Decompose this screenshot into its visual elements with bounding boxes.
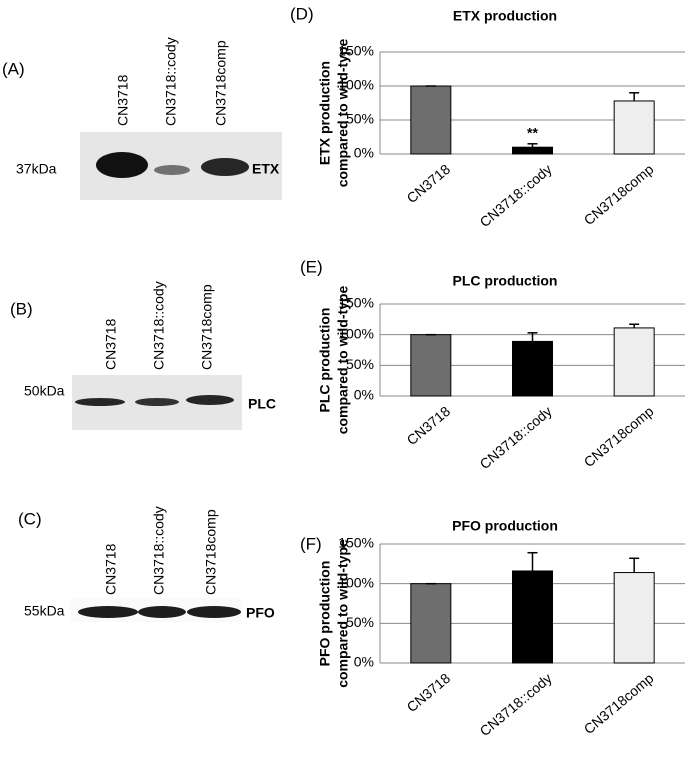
y-axis-label: PFO production: [317, 561, 333, 667]
y-tick-label: 150%: [338, 535, 374, 551]
panel-label: (E): [300, 257, 323, 276]
marker-label: 37kDa: [16, 161, 57, 177]
marker-label: 55kDa: [24, 603, 65, 619]
lane-label: CN3718::cody: [151, 281, 167, 370]
panel-label: (C): [18, 509, 42, 528]
blot-band: [201, 158, 249, 176]
chart-title: ETX production: [453, 8, 557, 24]
blot-band: [135, 398, 179, 406]
x-tick-label: CN3718::cody: [477, 403, 555, 472]
significance: **: [527, 125, 538, 141]
bar: [512, 146, 553, 155]
blot-band: [96, 152, 148, 178]
protein-label: ETX: [252, 161, 280, 177]
blot-band: [78, 606, 138, 618]
blot-band: [75, 398, 125, 406]
y-tick-label: 150%: [338, 295, 374, 311]
bar: [410, 85, 452, 155]
x-tick-label: CN3718: [404, 403, 454, 448]
x-tick-label: CN3718::cody: [477, 161, 555, 230]
bar: [613, 327, 655, 397]
y-tick-label: 50%: [346, 111, 374, 127]
marker-label: 50kDa: [24, 383, 65, 399]
y-axis-label: compared to wild-type: [335, 39, 351, 188]
y-tick-label: 150%: [338, 43, 374, 59]
lane-label: CN3718: [103, 318, 119, 370]
x-tick-label: CN3718: [404, 161, 454, 206]
protein-label: PFO: [246, 605, 275, 621]
panel-label: (A): [2, 59, 25, 78]
lane-label: CN3718comp: [213, 40, 229, 126]
bar: [613, 100, 655, 155]
y-axis-label: compared to wild-type: [335, 539, 351, 688]
y-tick-label: 0%: [354, 387, 374, 403]
y-axis-label: ETX production: [317, 61, 333, 165]
y-tick-label: 100%: [338, 77, 374, 93]
chart-title: PLC production: [453, 273, 558, 289]
x-tick-label: CN3718: [404, 670, 454, 715]
bar: [512, 340, 553, 397]
lane-label: CN3718comp: [203, 509, 219, 595]
blot-band: [186, 395, 234, 405]
y-axis-label: PLC production: [317, 308, 333, 413]
chart-title: PFO production: [452, 518, 558, 534]
lane-label: CN3718::cody: [151, 506, 167, 595]
x-tick-label: CN3718comp: [581, 161, 657, 228]
lane-label: CN3718: [115, 74, 131, 126]
panel-label: (D): [290, 4, 314, 23]
y-tick-label: 100%: [338, 574, 374, 590]
bar: [613, 572, 655, 664]
blot-band: [154, 165, 190, 175]
y-tick-label: 50%: [346, 356, 374, 372]
y-tick-label: 0%: [354, 654, 374, 670]
lane-label: CN3718: [103, 543, 119, 595]
panel-label: (B): [10, 299, 33, 318]
bar: [410, 583, 452, 664]
x-tick-label: CN3718::cody: [477, 670, 555, 739]
y-axis-label: compared to wild-type: [335, 286, 351, 435]
y-tick-label: 50%: [346, 614, 374, 630]
blot-band: [138, 606, 186, 618]
protein-label: PLC: [248, 396, 276, 412]
y-tick-label: 0%: [354, 145, 374, 161]
panel-label: (F): [300, 534, 322, 553]
lane-label: CN3718::cody: [163, 37, 179, 126]
x-tick-label: CN3718comp: [581, 670, 657, 737]
bar: [410, 334, 452, 397]
lane-label: CN3718comp: [199, 284, 215, 370]
blot-band: [187, 606, 241, 618]
bar: [512, 570, 553, 664]
x-tick-label: CN3718comp: [581, 403, 657, 470]
y-tick-label: 100%: [338, 325, 374, 341]
